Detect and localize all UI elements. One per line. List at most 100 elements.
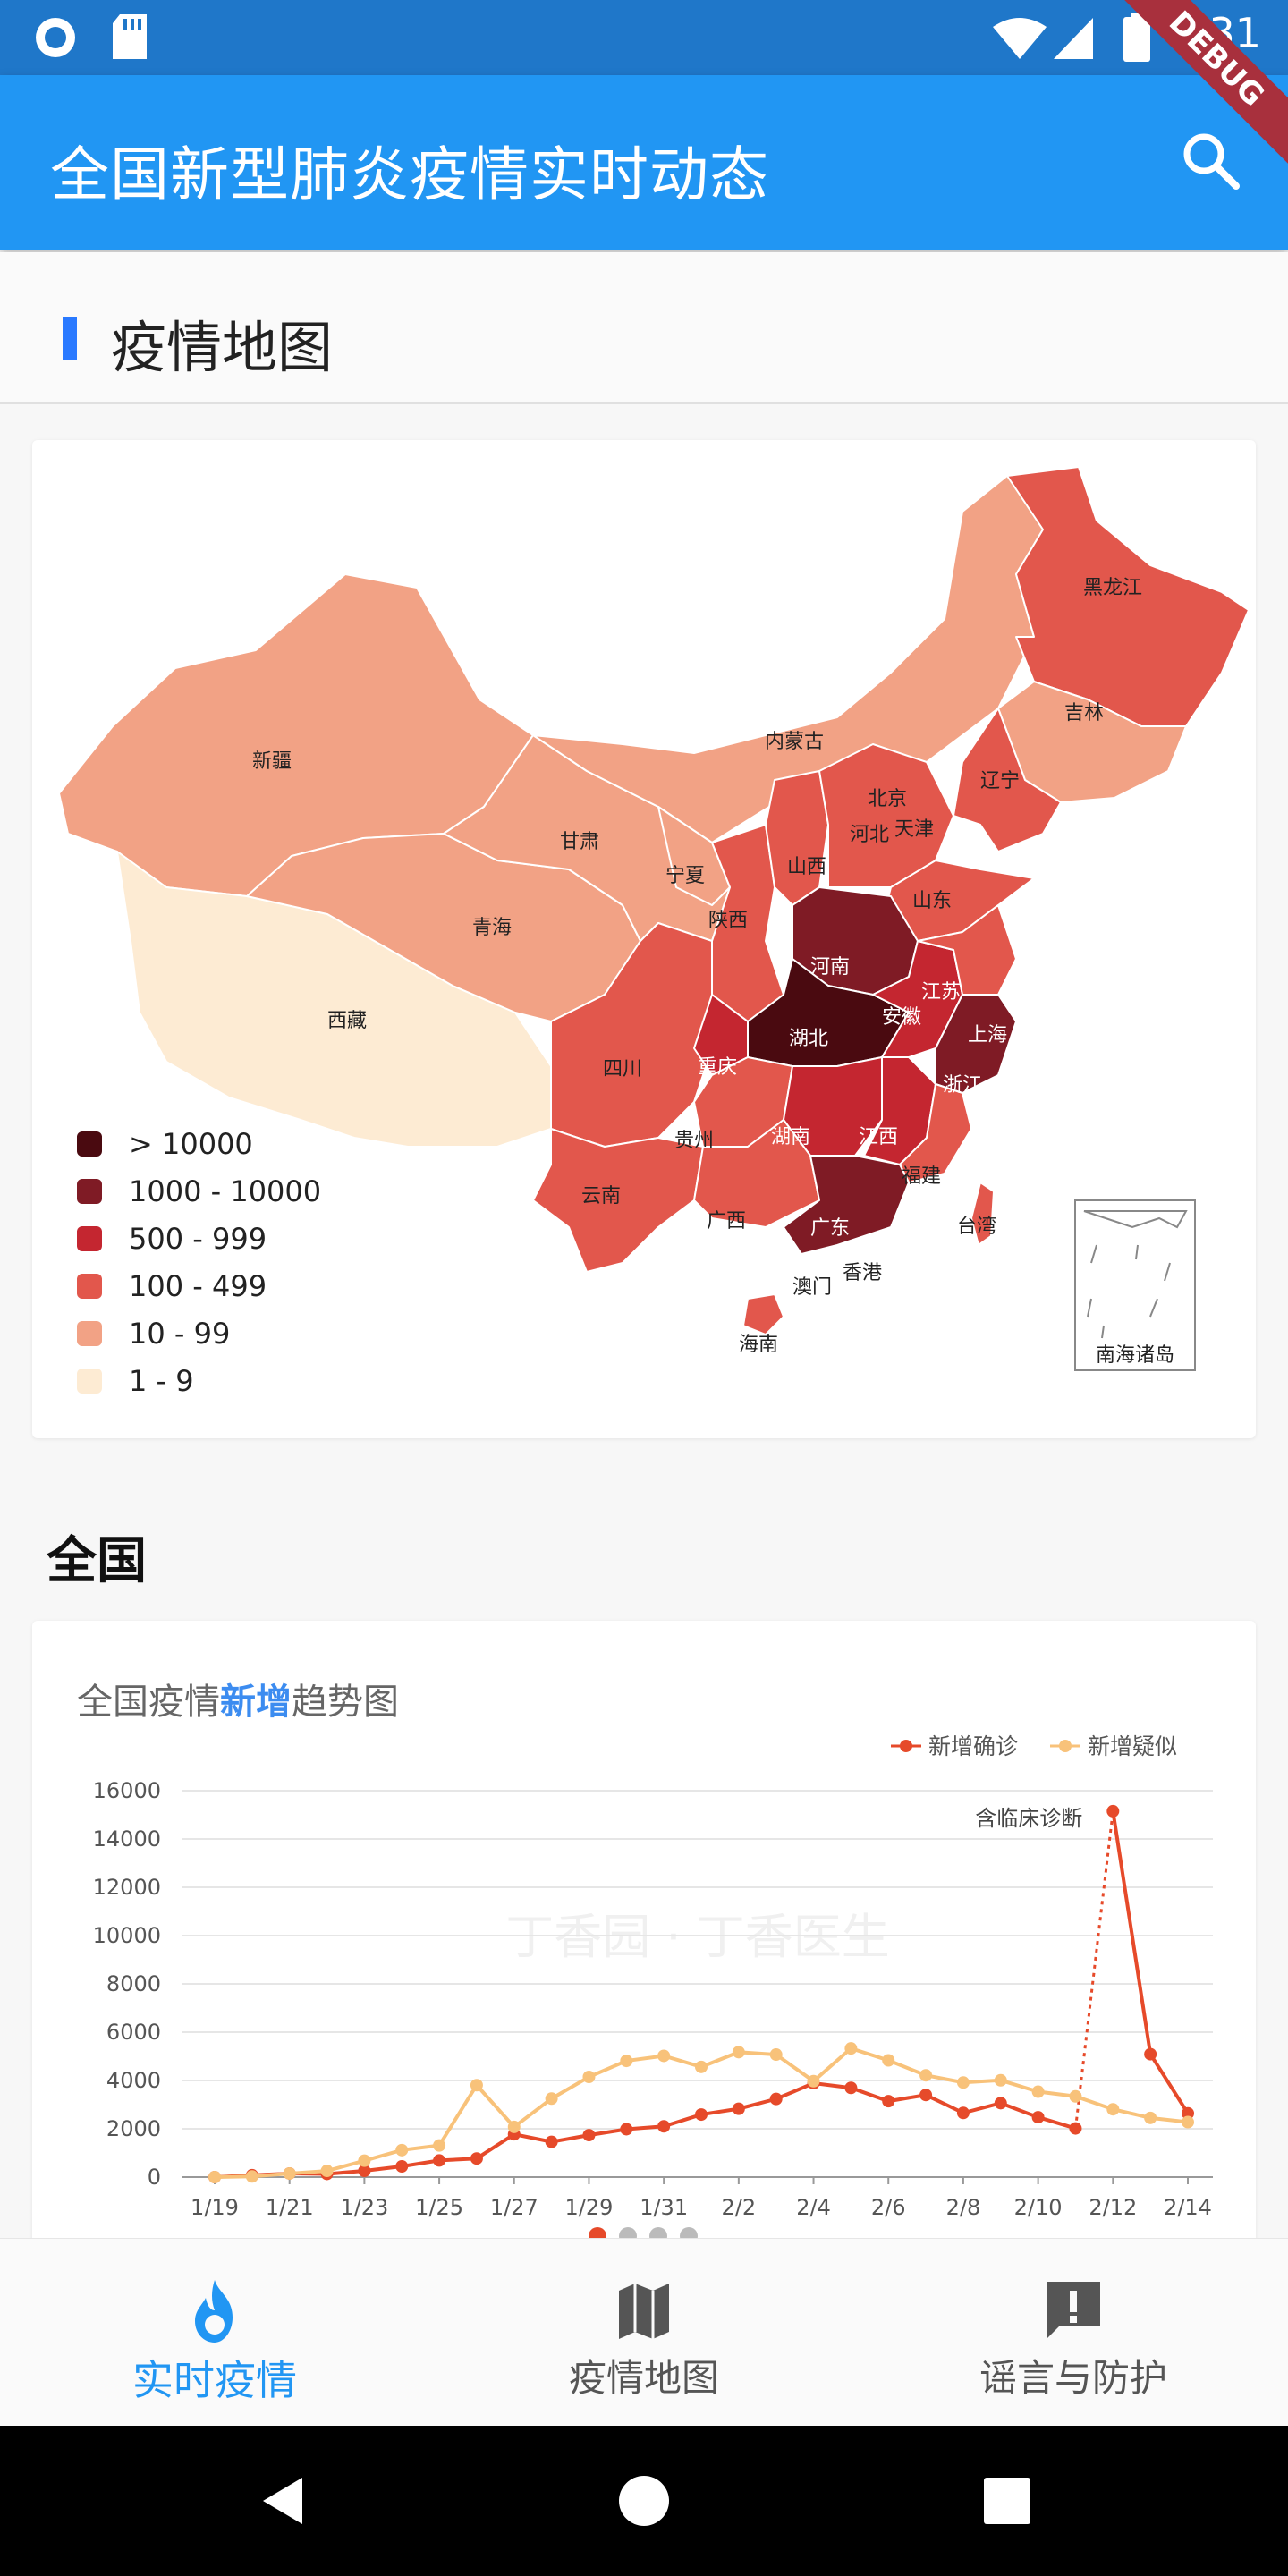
label-ningxia: 宁夏 [665, 865, 705, 887]
data-point-suspected [1144, 2111, 1157, 2124]
nav-tab-realtime[interactable]: 实时疫情 [0, 2239, 429, 2427]
x-tick-label: 1/31 [640, 2195, 688, 2220]
status-bar: 1:31 [0, 0, 1288, 75]
map-legend: > 10000 1000 - 10000 500 - 999 100 - 499… [77, 1120, 321, 1404]
legend-label: 新增确诊 [928, 1733, 1018, 1759]
app-title: 全国新型肺炎疫情实时动态 [50, 140, 769, 209]
legend-item[interactable]: 100 - 499 [77, 1262, 321, 1309]
province-ningxia [657, 806, 731, 906]
search-icon[interactable] [1179, 129, 1243, 193]
y-tick-label: 6000 [106, 2020, 161, 2045]
x-tick-label: 2/2 [722, 2195, 757, 2220]
data-point-suspected [433, 2139, 446, 2152]
y-tick-label: 8000 [106, 1971, 161, 1996]
label-hubei: 湖北 [789, 1028, 828, 1050]
nav-tab-rumors[interactable]: 谣言与防护 [859, 2239, 1288, 2427]
data-point-suspected [358, 2154, 371, 2167]
data-point-confirmed [695, 2108, 708, 2122]
data-point-confirmed [433, 2154, 446, 2167]
data-point-confirmed [882, 2095, 895, 2108]
x-tick-label: 1/19 [191, 2195, 239, 2220]
label-jiangsu: 江苏 [921, 981, 961, 1004]
label-guizhou: 贵州 [674, 1130, 714, 1152]
label-yunnan: 云南 [581, 1185, 621, 1208]
home-icon[interactable] [617, 2474, 671, 2528]
fire-icon [195, 2280, 233, 2343]
label-jilin: 吉林 [1064, 702, 1104, 724]
chart-watermark: 丁香园 · 丁香医生 [505, 1909, 890, 1965]
data-point-suspected [1106, 2103, 1120, 2116]
label-hainan: 海南 [739, 1334, 778, 1356]
x-tick-label: 2/4 [796, 2195, 831, 2220]
label-henan: 河南 [810, 956, 850, 979]
x-tick-label: 2/10 [1014, 2195, 1063, 2220]
label-liaoning: 辽宁 [980, 770, 1020, 792]
data-point-suspected [620, 2055, 633, 2068]
label-shandong: 山东 [912, 890, 952, 912]
data-point-confirmed [769, 2092, 783, 2106]
label-taiwan: 台湾 [957, 1216, 996, 1238]
legend-swatch [77, 1131, 102, 1157]
record-icon [36, 18, 75, 57]
national-section-title: 全国 [47, 1532, 147, 1590]
province-taiwan [970, 1182, 995, 1246]
battery-icon [1123, 13, 1150, 62]
data-point-suspected [283, 2166, 296, 2180]
label-shanghai: 上海 [968, 1024, 1007, 1046]
province-hainan [742, 1293, 784, 1335]
label-zhejiang: 浙江 [943, 1074, 982, 1097]
legend-item[interactable]: 1 - 9 [77, 1357, 321, 1404]
data-point-suspected [507, 2120, 521, 2133]
x-tick-label: 2/6 [871, 2195, 906, 2220]
data-point-suspected [994, 2073, 1007, 2087]
data-point-confirmed [994, 2097, 1007, 2110]
trend-chart-card: 全国疫情新增趋势图 丁香园 · 丁香医生 0 2000 4000 6000 8000 100… [32, 1621, 1256, 2247]
legend-label: 500 - 999 [129, 1221, 267, 1256]
legend-item[interactable]: 10 - 99 [77, 1309, 321, 1357]
label-chongqing: 重庆 [698, 1056, 737, 1079]
alert-message-icon [1046, 2282, 1100, 2339]
app-bar: 全国新型肺炎疫情实时动态 [0, 75, 1288, 250]
data-point-confirmed [395, 2160, 409, 2174]
data-point-suspected [582, 2071, 596, 2084]
data-point-suspected [470, 2079, 483, 2092]
legend-label: 1 - 9 [129, 1363, 194, 1398]
data-point-suspected [732, 2046, 745, 2059]
data-point-confirmed [620, 2123, 633, 2136]
data-point-suspected [245, 2170, 258, 2183]
data-point-confirmed [657, 2120, 671, 2133]
data-point-suspected [395, 2143, 409, 2157]
legend-item[interactable]: 500 - 999 [77, 1215, 321, 1262]
label-guangdong: 广东 [810, 1217, 850, 1240]
data-point-suspected [695, 2060, 708, 2073]
label-aomen: 澳门 [792, 1276, 832, 1299]
label-tianjin: 天津 [894, 818, 934, 841]
recents-icon[interactable] [982, 2476, 1032, 2526]
series-dashed-segment [1073, 1810, 1114, 2129]
legend-item[interactable]: 1000 - 10000 [77, 1167, 321, 1215]
label-xizang: 西藏 [327, 1010, 367, 1032]
back-icon[interactable] [258, 2474, 311, 2528]
chart-title-prefix: 全国疫情 [77, 1682, 220, 1723]
province-yunnan [532, 1128, 704, 1273]
chart-title-highlight: 新增 [220, 1682, 292, 1723]
trend-line-chart[interactable]: 丁香园 · 丁香医生 0 2000 4000 6000 8000 10000 12000 140… [32, 1621, 1256, 2247]
data-point-confirmed [732, 2102, 745, 2115]
nav-tab-map[interactable]: 疫情地图 [429, 2239, 859, 2427]
epidemic-map-card: 黑龙江 吉林 辽宁 内蒙古 新疆 甘肃 宁夏 青海 西藏 北京 天津 河北 山西… [32, 440, 1256, 1438]
data-point-suspected [545, 2092, 558, 2106]
data-point-suspected [844, 2042, 858, 2055]
label-heilongjiang: 黑龙江 [1083, 577, 1142, 599]
legend-item[interactable]: > 10000 [77, 1120, 321, 1167]
china-map[interactable]: 黑龙江 吉林 辽宁 内蒙古 新疆 甘肃 宁夏 青海 西藏 北京 天津 河北 山西… [32, 440, 1256, 1438]
province-jiangsu [917, 904, 1017, 996]
nav-label: 实时疫情 [132, 2356, 297, 2404]
chart-title-suffix: 趋势图 [292, 1682, 399, 1723]
label-jiangxi: 江西 [859, 1126, 898, 1148]
label-fujian: 福建 [902, 1165, 941, 1188]
legend-marker [900, 1740, 912, 1752]
map-section-title: 疫情地图 [111, 315, 334, 380]
data-point-suspected [1069, 2089, 1082, 2103]
legend-swatch [77, 1320, 102, 1346]
data-point-confirmed [844, 2081, 858, 2095]
